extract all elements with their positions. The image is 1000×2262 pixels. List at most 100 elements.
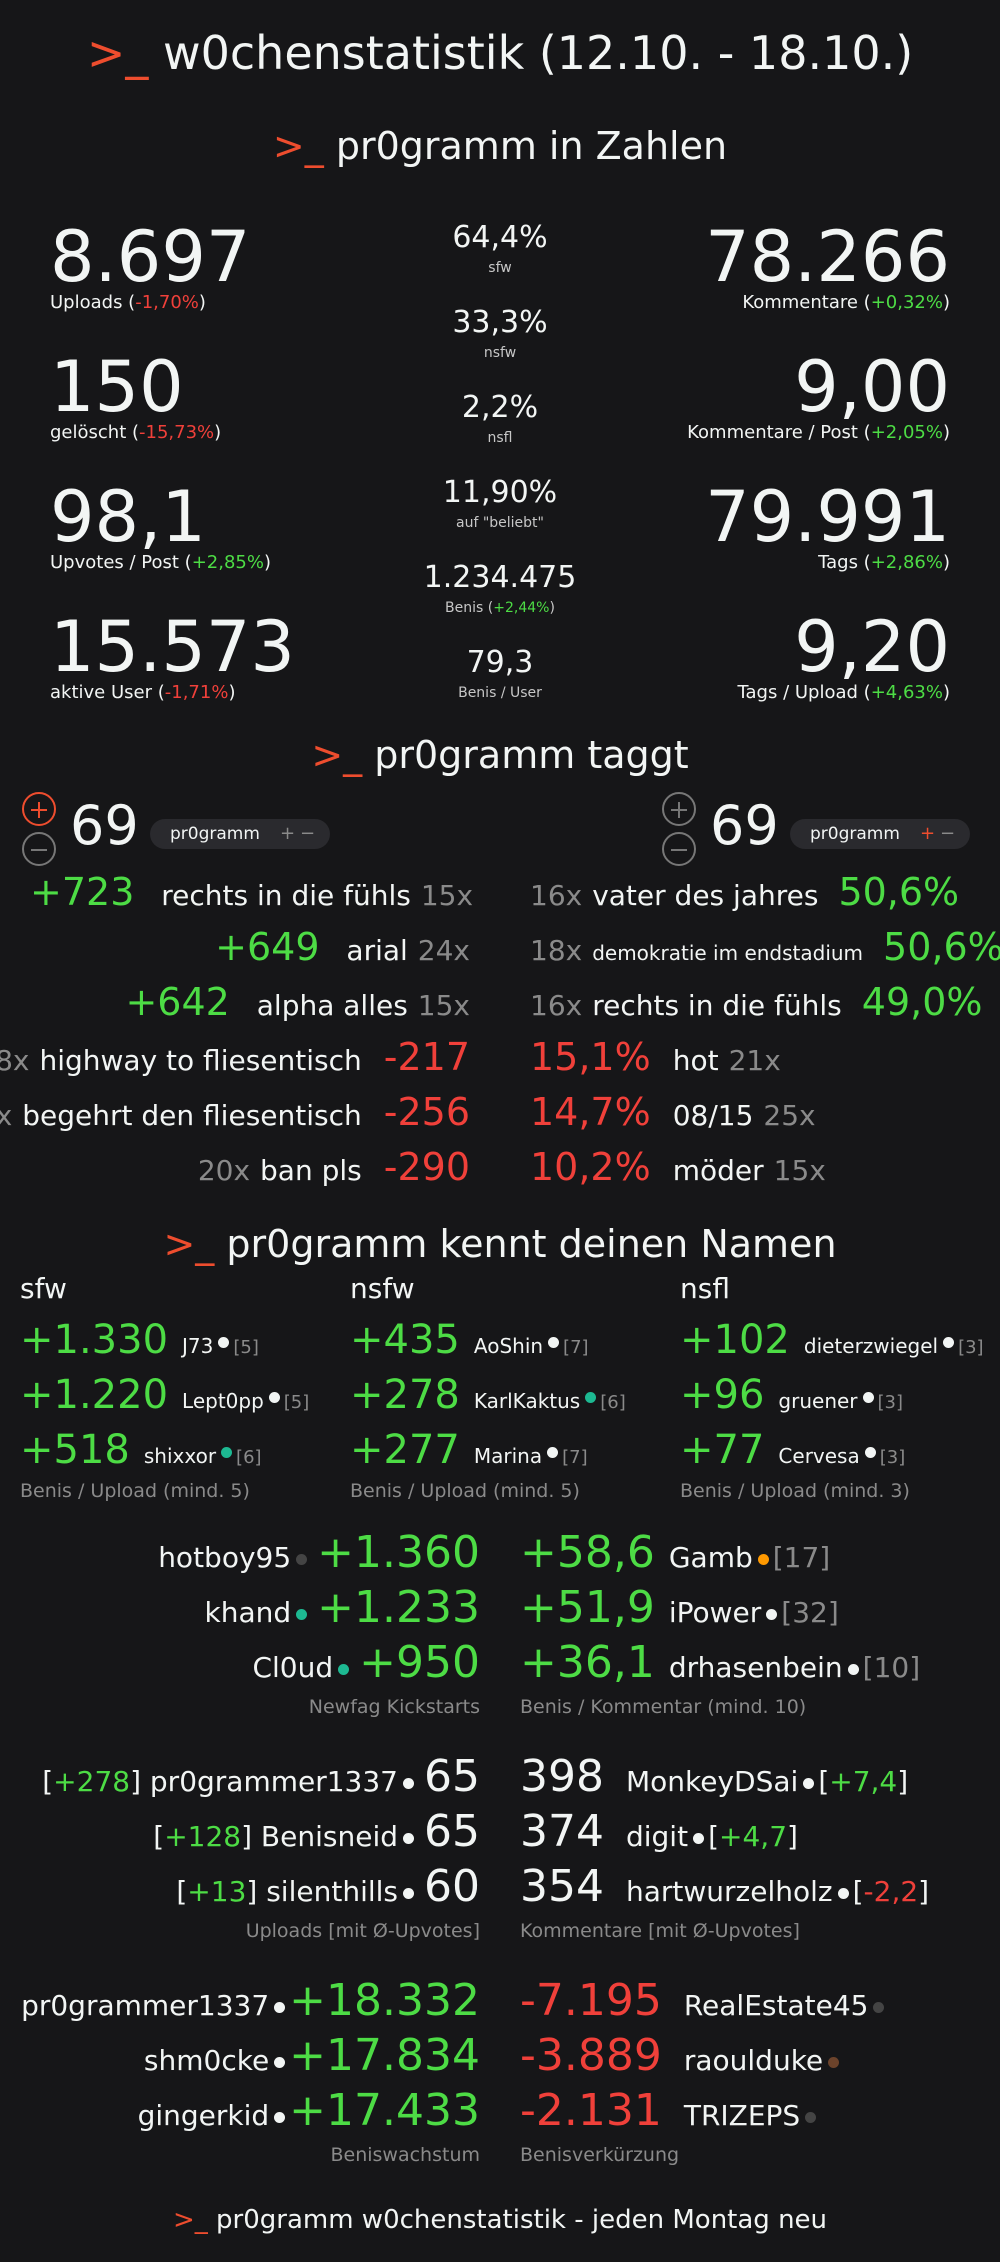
growth-row: pr0grammer1337 +18.332 — [21, 1978, 480, 2029]
column-heading: nsfl — [680, 1272, 730, 1305]
user-dot-icon — [268, 1391, 280, 1403]
tag-minus-icon[interactable]: − — [940, 823, 956, 844]
tag-name[interactable]: möder — [672, 1154, 764, 1187]
username-link[interactable]: KarlKaktus — [473, 1389, 581, 1413]
username-link[interactable]: Cl0ud — [252, 1651, 334, 1684]
username-link[interactable]: Benisneid — [260, 1820, 398, 1853]
tag-count: 28x — [0, 1044, 30, 1077]
tag-name[interactable]: begehrt den fliesentisch — [22, 1099, 362, 1132]
tag-pill[interactable]: pr0gramm + − — [790, 819, 970, 849]
tag-percent: 50,6% — [838, 870, 960, 914]
upload-count: [3] — [877, 1392, 904, 1413]
avg-upvotes: +13 — [187, 1875, 247, 1908]
tag-name[interactable]: 08/15 — [672, 1099, 754, 1132]
username-link[interactable]: TRIZEPS — [683, 2099, 801, 2132]
username-link[interactable]: Lept0pp — [182, 1389, 264, 1413]
tag-row: 18x demokratie im endstadium 50,6% — [530, 928, 1000, 970]
username-link[interactable]: AoShin — [473, 1334, 544, 1358]
username-link[interactable]: Cervesa — [778, 1444, 860, 1468]
stat-label: Tags (+2,86%) — [818, 552, 950, 573]
username-link[interactable]: hotboy95 — [158, 1541, 292, 1574]
change-value: (+0,32%) — [857, 292, 950, 313]
tag-name[interactable]: vater des jahres — [592, 879, 819, 912]
tag-name[interactable]: arial — [346, 934, 408, 967]
benis-value: +51,9 — [520, 1582, 655, 1633]
username-link[interactable]: shm0cke — [143, 2044, 270, 2077]
tag-name[interactable]: demokratie im endstadium — [592, 941, 864, 965]
tag-name[interactable]: rechts in die fühls — [161, 879, 411, 912]
uploads-caption: Uploads [mit Ø-Upvotes] — [245, 1920, 480, 1942]
username-link[interactable]: silenthills — [266, 1875, 398, 1908]
upvote-icon[interactable] — [22, 792, 56, 826]
page-title: >_ w0chenstatistik (12.10. - 18.10.) — [86, 26, 914, 80]
downvote-icon[interactable] — [22, 832, 56, 866]
stat-label: Upvotes / Post (+2,85%) — [50, 552, 271, 573]
tag-minus-icon[interactable]: − — [300, 823, 316, 844]
stat-value: 79.991 — [705, 476, 950, 558]
user-dot-icon — [585, 1391, 597, 1403]
tag-name[interactable]: ban pls — [260, 1154, 362, 1187]
username-link[interactable]: MonkeyDSai — [625, 1765, 799, 1798]
stat-label: Tags / Upload (+4,63%) — [738, 682, 950, 703]
prompt-icon: >_ — [272, 124, 324, 168]
upload-count: [6] — [600, 1392, 626, 1413]
tag-pill-label: pr0gramm — [810, 824, 900, 844]
shrink-row: -3.889 raoulduke — [520, 2033, 843, 2084]
tag-name[interactable]: alpha alles — [256, 989, 408, 1022]
tag-name[interactable]: highway to fliesentisch — [39, 1044, 362, 1077]
prompt-icon: >_ — [163, 1222, 215, 1266]
username-link[interactable]: pr0grammer1337 — [21, 1989, 270, 2022]
benis_per_comment-row: +36,1 drhasenbein [10] — [520, 1640, 920, 1691]
comments-row: 374 digit [+4,7] — [520, 1806, 798, 1857]
center-stat-label: Benis / User — [350, 685, 650, 701]
username-link[interactable]: Gamb — [668, 1541, 753, 1574]
benis-value: +278 — [350, 1372, 460, 1418]
username-link[interactable]: pr0grammer1337 — [149, 1765, 398, 1798]
upload-count: [6] — [236, 1447, 262, 1468]
username-link[interactable]: hartwurzelholz — [625, 1875, 833, 1908]
user-dot-icon — [296, 1608, 308, 1620]
username-link[interactable]: iPower — [668, 1596, 762, 1629]
username-link[interactable]: shixxor — [143, 1444, 217, 1468]
center-stat-value: 33,3% — [452, 305, 548, 340]
tag-count: 16x — [530, 989, 583, 1022]
username-link[interactable]: RealEstate45 — [683, 1989, 869, 2022]
stat-label-text: aktive User — [50, 682, 152, 703]
change-percent: +0,32% — [870, 292, 943, 313]
stat-value: 150 — [50, 346, 184, 428]
downvote-icon[interactable] — [662, 832, 696, 866]
tag-row: 20x ban pls -290 — [198, 1148, 470, 1188]
growth-row: gingerkid +17.433 — [138, 2088, 480, 2139]
username-link[interactable]: Marina — [473, 1444, 543, 1468]
name-row: +77 Cervesa [3] — [680, 1428, 905, 1480]
stat-label: Kommentare (+0,32%) — [742, 292, 950, 313]
uploads-row: [+278] pr0grammer1337 65 — [42, 1751, 480, 1802]
user-dot-icon — [221, 1446, 233, 1458]
stat-value: 78.266 — [705, 216, 950, 298]
tag-pill[interactable]: pr0gramm + − — [150, 819, 330, 849]
tag-name[interactable]: hot — [672, 1044, 719, 1077]
tag-plus-icon[interactable]: + — [920, 823, 936, 844]
username-link[interactable]: gruener — [778, 1389, 858, 1413]
newfag-caption: Newfag Kickstarts — [308, 1696, 480, 1718]
stat-label-text: Upvotes / Post — [50, 552, 179, 573]
upload-count: [5] — [233, 1337, 259, 1358]
benis-value: +17.834 — [289, 2030, 480, 2081]
newfag-row: hotboy95 +1.360 — [158, 1530, 480, 1581]
tag-plus-icon[interactable]: + — [280, 823, 296, 844]
comment-count: 374 — [520, 1806, 604, 1857]
username-link[interactable]: gingerkid — [137, 2099, 270, 2132]
username-link[interactable]: J73 — [182, 1334, 214, 1358]
upvote-icon[interactable] — [662, 792, 696, 826]
upload-count: 65 — [424, 1751, 480, 1802]
username-link[interactable]: digit — [625, 1820, 689, 1853]
username-link[interactable]: dieterzwiegel — [803, 1334, 939, 1358]
benis_per_comment-row: +58,6 Gamb [17] — [520, 1530, 830, 1581]
username-link[interactable]: raoulduke — [683, 2044, 824, 2077]
tag-row: +649 arial 24x — [215, 928, 470, 968]
username-link[interactable]: drhasenbein — [668, 1651, 843, 1684]
tag-percent: 10,2% — [530, 1145, 651, 1189]
username-link[interactable]: khand — [204, 1596, 292, 1629]
tag-name[interactable]: rechts in die fühls — [592, 989, 842, 1022]
tag-row: +642 alpha alles 15x — [125, 983, 470, 1023]
